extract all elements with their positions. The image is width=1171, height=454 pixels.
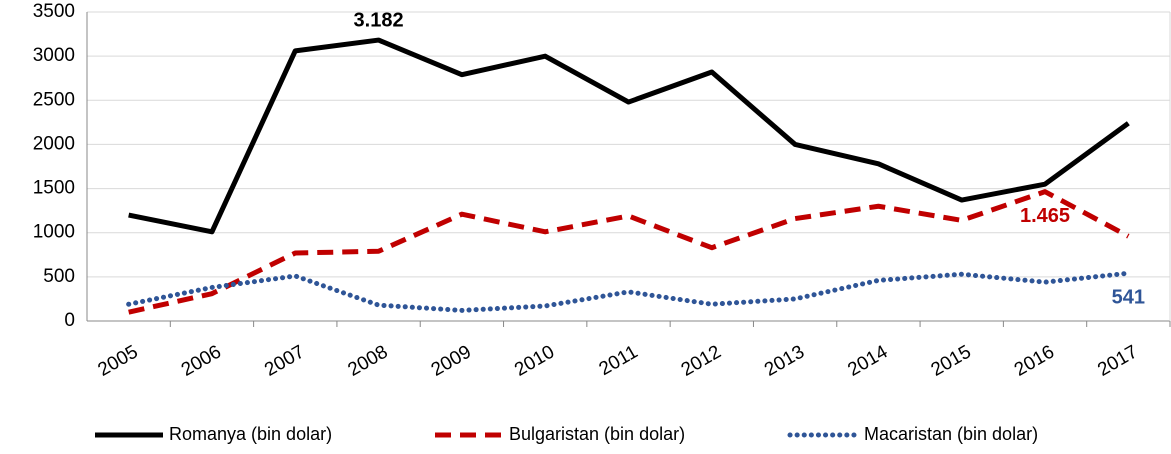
x-tick-label: 2012 xyxy=(678,341,725,380)
legend-label: Bulgaristan (bin dolar) xyxy=(509,424,685,444)
x-tick-label: 2009 xyxy=(428,341,475,380)
line-series xyxy=(128,37,1130,235)
y-tick-label: 1000 xyxy=(33,222,75,243)
x-tick-label: 2006 xyxy=(178,341,225,380)
y-tick-label: 2000 xyxy=(33,133,75,154)
x-tick-label: 2014 xyxy=(844,341,891,381)
x-tick-label: 2013 xyxy=(761,341,808,380)
legend-label: Macaristan (bin dolar) xyxy=(864,424,1038,444)
line-series xyxy=(128,189,1130,315)
data-label: 541 xyxy=(1112,287,1145,309)
x-tick-label: 2007 xyxy=(261,341,308,380)
x-tick-label: 2016 xyxy=(1011,341,1058,380)
y-tick-label: 2500 xyxy=(33,89,75,110)
data-label: 3.182 xyxy=(354,9,404,31)
y-tick-label: 3500 xyxy=(33,1,75,22)
x-tick-label: 2011 xyxy=(596,341,642,380)
y-tick-label: 0 xyxy=(64,310,75,331)
data-label: 1.465 xyxy=(1020,205,1070,227)
x-tick-label: 2008 xyxy=(344,341,391,380)
y-tick-label: 3000 xyxy=(33,45,75,66)
x-tick-label: 2015 xyxy=(928,341,975,380)
y-tick-label: 1500 xyxy=(33,178,75,199)
x-tick-label: 2010 xyxy=(511,341,558,380)
line-series xyxy=(126,270,1131,313)
x-tick-label: 2017 xyxy=(1094,341,1141,380)
x-tick-label: 2005 xyxy=(95,341,142,380)
legend-label: Romanya (bin dolar) xyxy=(169,424,332,444)
y-tick-label: 500 xyxy=(43,266,75,287)
